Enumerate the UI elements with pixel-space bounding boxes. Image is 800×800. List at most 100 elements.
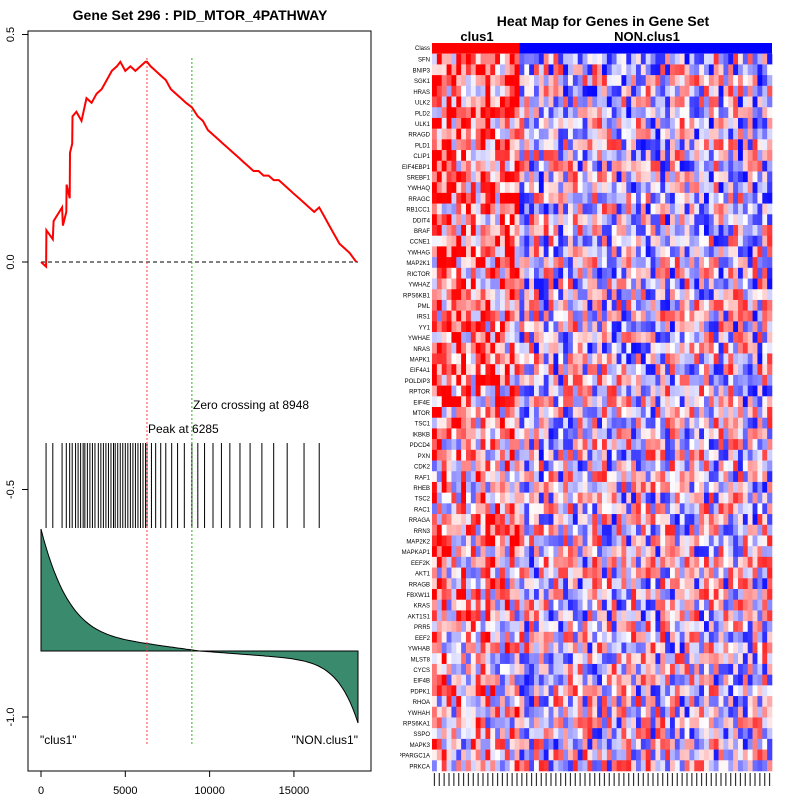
heatmap-cell [548,171,554,183]
heatmap-cell [650,374,656,386]
heatmap-cell [441,342,447,354]
heatmap-cell [436,353,443,365]
heatmap-cell [616,642,622,654]
heatmap-cell [689,96,695,108]
heatmap-cell [704,556,710,568]
heatmap-cell [699,182,705,194]
heatmap-cell [602,460,608,472]
heatmap-cell [713,214,719,226]
heatmap-cell [718,417,724,429]
heatmap-cell [572,738,579,750]
heatmap-cell [757,310,763,322]
heatmap-cell [558,278,564,290]
gene-label: AKT1 [415,572,431,578]
heatmap-cell [636,599,642,611]
heatmap-cell [757,728,763,740]
heatmap-cell [679,449,685,461]
heatmap-cell [597,439,603,451]
heatmap-cell [767,257,773,269]
heatmap-cell [650,706,656,718]
heatmap-cell [495,128,501,140]
heatmap-cell [572,96,579,108]
heatmap-cell [650,610,656,622]
heatmap-cell [713,182,719,194]
heatmap-cell [504,225,511,237]
heatmap-cell [762,492,768,504]
heatmap-cell [757,225,763,237]
heatmap-cell [597,289,603,301]
heatmap-cell [519,160,525,172]
heatmap-cell [752,85,758,97]
heatmap-cell [606,128,613,140]
heatmap-cell [640,299,647,311]
heatmap-cell [568,685,574,697]
heatmap-cell [655,621,661,633]
heatmap-cell [446,738,452,750]
heatmap-cell [621,364,627,376]
heatmap-cell [679,503,685,515]
heatmap-cell [563,385,569,397]
heatmap-cell [704,310,710,322]
heatmap-cell [738,706,744,718]
heatmap-cell [757,396,763,408]
heatmap-cell [679,53,685,65]
heatmap-cell [480,374,486,386]
heatmap-cell [650,396,656,408]
heatmap-cell [538,696,545,708]
heatmap-cell [704,128,710,140]
heatmap-cell [490,278,496,290]
heatmap-cell [432,182,438,194]
heatmap-cell [592,492,598,504]
heatmap-cell [436,321,443,333]
heatmap-cell [587,407,593,419]
heatmap-cell [655,631,661,643]
heatmap-cell [606,610,613,622]
heatmap-cell [572,524,579,536]
heatmap-cell [461,481,467,493]
heatmap-cell [602,439,608,451]
heatmap-cell [636,514,642,526]
heatmap-cell [490,299,496,311]
heatmap-cell [626,139,632,151]
heatmap-cell [606,203,613,215]
heatmap-cell [504,556,511,568]
heatmap-cell [432,492,438,504]
heatmap-cell [626,96,632,108]
heatmap-cell [718,514,724,526]
heatmap-cell [446,728,452,740]
heatmap-cell [456,128,462,140]
heatmap-cell [475,278,481,290]
heatmap-cell [538,246,545,258]
heatmap-cell [597,75,603,87]
heatmap-cell [568,610,574,622]
heatmap-cell [645,53,651,65]
heatmap-cell [626,246,632,258]
heatmap-cell [548,471,554,483]
heatmap-cell [563,139,569,151]
heatmap-cell [538,706,545,718]
heatmap-cell [650,364,656,376]
heatmap-cell [631,385,637,397]
heatmap-cell [650,674,656,686]
heatmap-cell [611,556,617,568]
heatmap-cell [475,267,481,279]
heatmap-cell [441,310,447,322]
heatmap-cell [577,396,583,408]
heatmap-cell [504,321,511,333]
heatmap-cell [665,599,671,611]
heatmap-cell [602,706,608,718]
heatmap-cell [480,278,486,290]
heatmap-cell [636,706,642,718]
heatmap-cell [660,449,666,461]
enrichment-curve [40,59,358,269]
heatmap-cell [543,696,549,708]
heatmap-cell [660,471,666,483]
heatmap-cell [718,717,724,729]
heatmap-cell [684,246,690,258]
heatmap-cell [436,257,443,269]
heatmap-cell [616,203,622,215]
heatmap-cell [558,203,564,215]
heatmap-cell [538,407,545,419]
heatmap-cell [640,610,647,622]
heatmap-cell [461,374,467,386]
